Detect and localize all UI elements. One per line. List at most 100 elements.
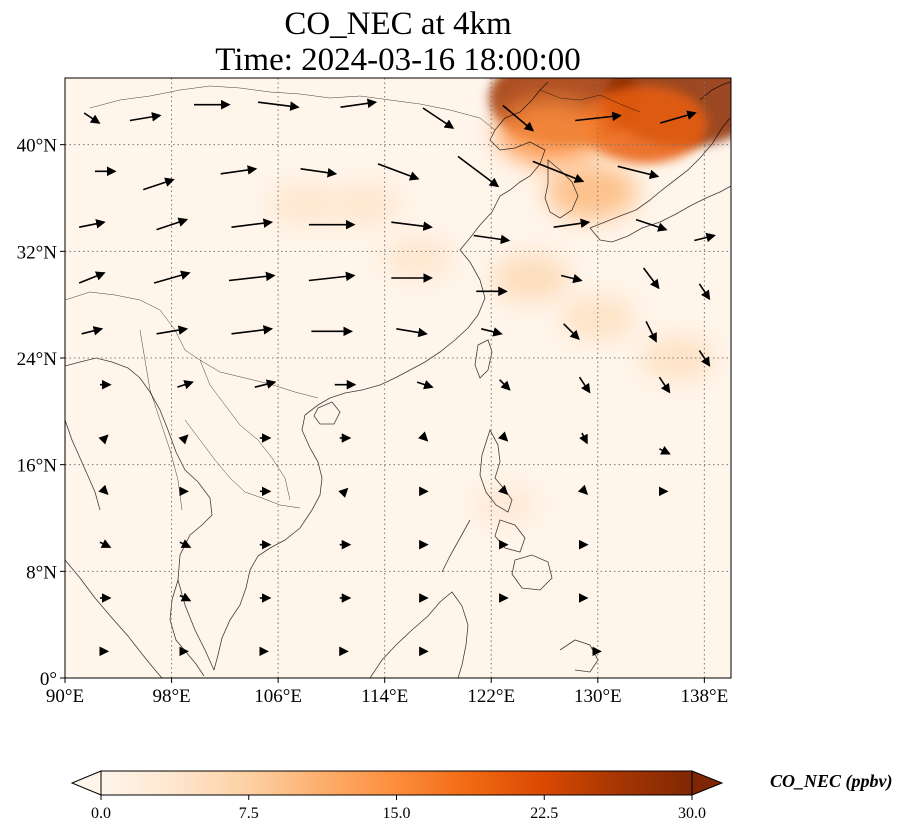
- plot-area: [65, 78, 731, 678]
- y-tick-label-4: 32°N: [17, 242, 58, 263]
- wind-vector-4: [340, 98, 378, 109]
- coastline-japan-south: [589, 185, 731, 243]
- coastline-southeast-china: [329, 249, 486, 399]
- wind-vector-23: [553, 218, 591, 229]
- coastline-china: [459, 81, 549, 251]
- coastline-taiwan: [474, 339, 493, 379]
- x-tick-label-0: 90°E: [46, 686, 84, 707]
- wind-vector-57: [498, 431, 509, 442]
- y-tick-label-2: 16°N: [17, 456, 58, 477]
- colorbar-label: CO_NEC (ppbv): [770, 771, 893, 791]
- border-myanmar: [139, 329, 183, 511]
- wind-vector-68: [99, 539, 112, 548]
- coastline-mindanao: [511, 554, 553, 591]
- wind-vector-36: [156, 325, 189, 335]
- coastline-sumatra: [65, 559, 163, 678]
- border-russia-china: [539, 89, 641, 113]
- wind-vector-45: [177, 380, 194, 390]
- wind-vector-14: [457, 155, 500, 188]
- coastline-borneo: [369, 591, 469, 678]
- colorbar-ticks: 0.0 7.5 15.0 22.5 30.0: [91, 795, 706, 822]
- colorbar-tick-label-2: 15.0: [383, 805, 411, 822]
- x-tick-label-6: 138°E: [681, 686, 729, 707]
- border-thailand-cambodia: [184, 419, 301, 509]
- wind-vector-13: [377, 163, 420, 181]
- wind-vector-48: [416, 380, 434, 390]
- coastline-hokkaido: [699, 81, 731, 101]
- wind-vector-26: [78, 271, 106, 284]
- wind-vector-32: [560, 273, 583, 284]
- plume-4: [545, 163, 638, 220]
- wind-vector-43: [698, 350, 711, 367]
- wind-vector-17: [78, 219, 106, 229]
- wind-vector-39: [396, 327, 428, 338]
- wind-vector-60: [98, 484, 109, 495]
- y-tick-label-3: 24°N: [17, 349, 58, 370]
- y-tick-label-0: 0°: [40, 669, 57, 690]
- colorbar-gradient: [100, 770, 693, 796]
- wind-vector-19: [231, 218, 274, 228]
- colorbar-tick-label-3: 22.5: [530, 805, 558, 822]
- x-tick-label-1: 98°E: [152, 686, 190, 707]
- wind-vector-5: [422, 107, 455, 129]
- wind-vector-0: [83, 112, 101, 124]
- y-tick-label-5: 40°N: [17, 136, 58, 157]
- coastline-palawan: [441, 519, 471, 573]
- wind-vector-58: [579, 432, 588, 445]
- wind-vector-1: [129, 112, 162, 122]
- colorbar-tick-label-0: 0.0: [91, 805, 111, 822]
- plume-5: [492, 254, 571, 302]
- wind-vector-12: [300, 167, 338, 178]
- wind-vector-42: [645, 320, 657, 343]
- wind-vector-51: [658, 376, 671, 394]
- coastline-korea: [544, 159, 579, 219]
- wind-vector-29: [308, 271, 356, 282]
- wind-vector-49: [498, 379, 511, 391]
- concentration-field: [269, 78, 731, 526]
- wind-vector-50: [578, 376, 591, 394]
- wind-vector-7: [575, 111, 622, 122]
- coastline-luzon: [479, 428, 513, 513]
- wind-vector-35: [81, 326, 104, 336]
- wind-vector-69: [179, 539, 192, 548]
- wind-vector-18: [156, 217, 189, 231]
- wind-vector-63: [338, 487, 349, 498]
- wind-vector-16: [617, 165, 660, 180]
- wind-vector-27: [153, 270, 191, 284]
- colorbar-tick-label-4: 30.0: [678, 805, 706, 822]
- wind-vector-21: [391, 221, 433, 231]
- coastline-indochina: [213, 397, 331, 671]
- plume-3: [496, 97, 606, 165]
- border-laos-vietnam: [199, 359, 291, 501]
- colorbar-tick-label-1: 7.5: [239, 805, 259, 822]
- wind-vector-53: [178, 434, 189, 445]
- coastline-visayas: [494, 519, 526, 553]
- colorbar-extend-max: [691, 770, 724, 796]
- wind-vector-34: [698, 283, 711, 301]
- y-tick-label-1: 8°N: [26, 562, 57, 583]
- wind-vector-66: [577, 484, 589, 495]
- x-tick-label-3: 114°E: [361, 686, 408, 707]
- map-time-subtitle: Time: 2024-03-16 18:00:00: [215, 42, 581, 78]
- wind-vector-10: [142, 177, 175, 191]
- wind-vector-59: [659, 445, 671, 455]
- wind-vector-52: [98, 434, 109, 445]
- wind-vector-56: [418, 431, 429, 442]
- gridlines: [65, 78, 731, 678]
- colorbar-extend-min: [70, 770, 102, 796]
- x-tick-label-5: 130°E: [574, 686, 622, 707]
- coastline-japan: [589, 117, 731, 229]
- wind-vector-46: [254, 379, 277, 389]
- wind-vectors: [78, 98, 716, 657]
- wind-vector-37: [231, 325, 274, 335]
- wind-vector-15: [532, 160, 585, 183]
- wind-vector-33: [642, 267, 660, 290]
- y-axis-ticks: 0° 8°N 16°N 24°N 32°N 40°N: [17, 136, 65, 690]
- wind-vector-40: [481, 327, 503, 337]
- wind-vector-24: [635, 218, 668, 232]
- coastline-hainan: [313, 401, 341, 425]
- wind-vector-65: [498, 484, 509, 495]
- plume-2: [581, 85, 708, 164]
- wind-vector-76: [179, 592, 192, 602]
- wind-vector-3: [258, 101, 300, 111]
